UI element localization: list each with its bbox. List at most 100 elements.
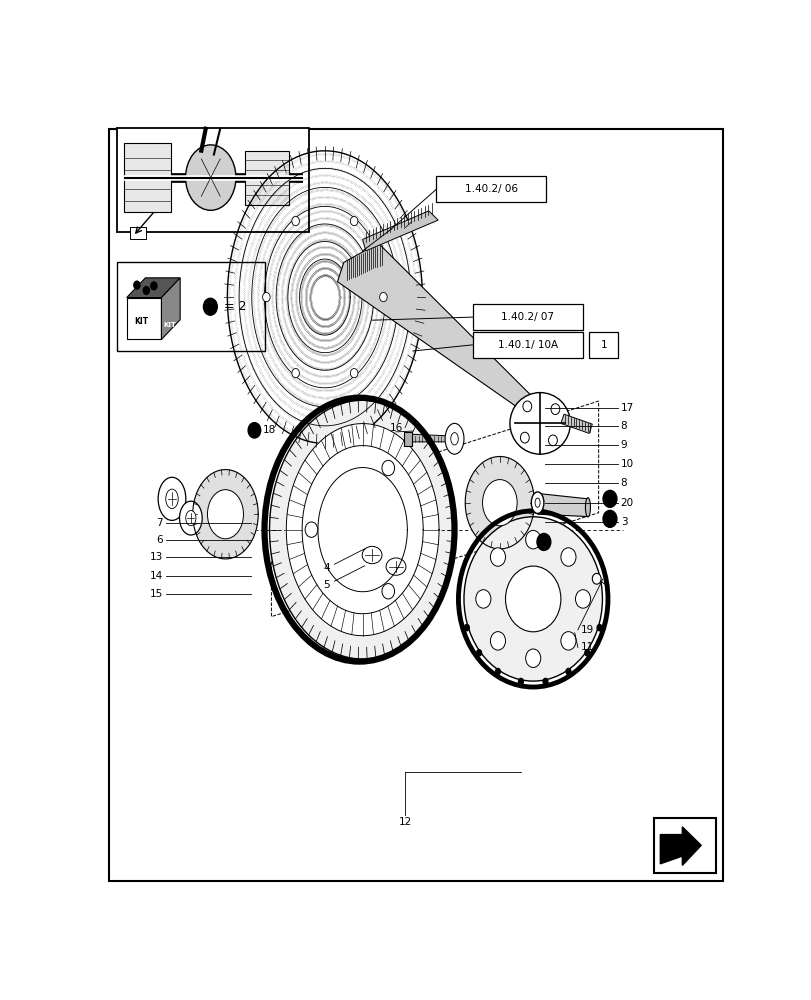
- Text: 7: 7: [157, 518, 163, 528]
- Ellipse shape: [362, 546, 381, 564]
- Text: 18: 18: [263, 425, 276, 435]
- Bar: [653, 818, 714, 873]
- Text: 12: 12: [398, 817, 411, 827]
- Polygon shape: [302, 446, 423, 614]
- Circle shape: [291, 368, 299, 378]
- Circle shape: [560, 632, 575, 650]
- Circle shape: [305, 522, 317, 537]
- Text: 15: 15: [150, 589, 163, 599]
- Polygon shape: [161, 278, 180, 339]
- Circle shape: [595, 624, 602, 631]
- Circle shape: [603, 490, 616, 507]
- Bar: [117, 262, 265, 351]
- Bar: [472, 332, 582, 358]
- Polygon shape: [269, 400, 455, 659]
- Ellipse shape: [444, 423, 463, 454]
- Circle shape: [143, 286, 150, 295]
- Circle shape: [517, 678, 523, 685]
- Text: 1: 1: [599, 340, 607, 350]
- Circle shape: [150, 281, 157, 290]
- Circle shape: [204, 298, 217, 315]
- Text: 14: 14: [150, 571, 163, 581]
- Ellipse shape: [208, 490, 243, 539]
- Circle shape: [350, 216, 358, 226]
- Ellipse shape: [165, 489, 178, 509]
- Bar: [404, 432, 411, 446]
- Text: 10: 10: [620, 459, 633, 469]
- Circle shape: [520, 432, 529, 443]
- Ellipse shape: [534, 498, 539, 507]
- Bar: [472, 304, 582, 330]
- Circle shape: [248, 423, 260, 438]
- Text: 4: 4: [323, 563, 330, 573]
- Circle shape: [536, 533, 550, 550]
- Ellipse shape: [158, 477, 186, 520]
- Polygon shape: [286, 424, 439, 636]
- Bar: [245, 151, 289, 205]
- Circle shape: [603, 510, 616, 527]
- Text: 6: 6: [157, 535, 163, 545]
- Text: 8: 8: [620, 421, 627, 431]
- Ellipse shape: [482, 480, 517, 526]
- Text: 1.40.2/ 06: 1.40.2/ 06: [464, 184, 517, 194]
- Polygon shape: [127, 298, 161, 339]
- Circle shape: [522, 401, 531, 412]
- Ellipse shape: [585, 498, 590, 517]
- Polygon shape: [408, 434, 446, 442]
- Text: 13: 13: [150, 552, 163, 562]
- Circle shape: [490, 548, 505, 566]
- Circle shape: [133, 280, 140, 290]
- Polygon shape: [363, 211, 438, 251]
- Circle shape: [490, 632, 505, 650]
- Ellipse shape: [385, 558, 406, 575]
- Text: KIT: KIT: [163, 322, 176, 328]
- Circle shape: [551, 404, 559, 415]
- Ellipse shape: [350, 536, 393, 574]
- Circle shape: [583, 649, 590, 657]
- Circle shape: [542, 678, 548, 685]
- Circle shape: [525, 649, 540, 667]
- Circle shape: [548, 435, 556, 446]
- Circle shape: [525, 530, 540, 549]
- Ellipse shape: [186, 510, 195, 526]
- Circle shape: [291, 216, 299, 226]
- Text: 1.40.1/ 10A: 1.40.1/ 10A: [497, 340, 557, 350]
- Circle shape: [262, 292, 270, 302]
- Text: 16: 16: [389, 423, 402, 433]
- Circle shape: [475, 590, 491, 608]
- Text: = 2: = 2: [224, 300, 247, 313]
- Polygon shape: [659, 827, 701, 865]
- Ellipse shape: [463, 517, 602, 681]
- Circle shape: [575, 590, 590, 608]
- Text: 8: 8: [620, 478, 627, 488]
- Circle shape: [475, 649, 482, 657]
- Polygon shape: [127, 278, 180, 298]
- Ellipse shape: [186, 145, 236, 210]
- Circle shape: [560, 548, 575, 566]
- Text: 5: 5: [323, 580, 330, 590]
- Text: 20: 20: [620, 498, 633, 508]
- Text: 1.40.2/ 07: 1.40.2/ 07: [500, 312, 554, 322]
- Polygon shape: [318, 468, 407, 592]
- Circle shape: [494, 668, 500, 675]
- Circle shape: [591, 573, 600, 584]
- Ellipse shape: [374, 547, 418, 586]
- Polygon shape: [337, 243, 534, 416]
- Text: 19: 19: [581, 625, 594, 635]
- Bar: [436, 176, 546, 202]
- Circle shape: [381, 584, 394, 599]
- Bar: [130, 227, 145, 239]
- Polygon shape: [537, 493, 587, 517]
- Circle shape: [381, 460, 394, 476]
- Polygon shape: [560, 414, 592, 433]
- Ellipse shape: [179, 501, 202, 535]
- Ellipse shape: [450, 433, 457, 445]
- Circle shape: [350, 368, 358, 378]
- Text: 11: 11: [581, 642, 594, 652]
- Polygon shape: [465, 456, 534, 549]
- Polygon shape: [192, 470, 258, 559]
- Ellipse shape: [530, 492, 543, 513]
- Text: 9: 9: [620, 440, 627, 450]
- Circle shape: [463, 624, 470, 631]
- Text: 17: 17: [620, 403, 633, 413]
